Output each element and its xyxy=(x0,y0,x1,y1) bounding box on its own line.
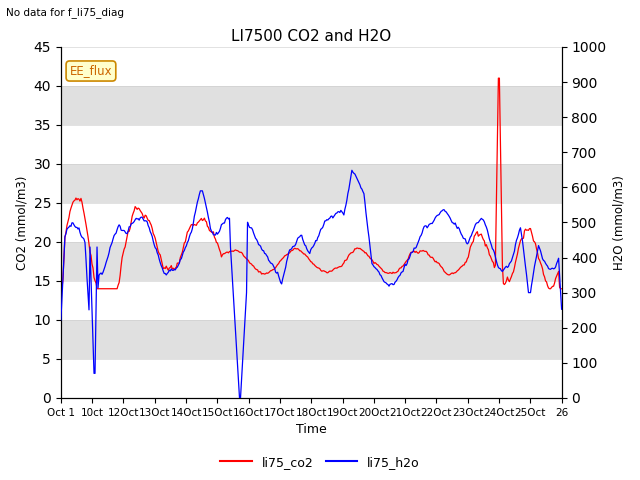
Y-axis label: H2O (mmol/m3): H2O (mmol/m3) xyxy=(612,175,625,270)
Text: No data for f_li75_diag: No data for f_li75_diag xyxy=(6,7,124,18)
Bar xyxy=(61,242,561,281)
Bar xyxy=(61,164,561,203)
Title: LI7500 CO2 and H2O: LI7500 CO2 and H2O xyxy=(231,29,392,44)
Text: EE_flux: EE_flux xyxy=(70,64,112,77)
Bar xyxy=(61,86,561,125)
X-axis label: Time: Time xyxy=(296,423,326,436)
Legend: li75_co2, li75_h2o: li75_co2, li75_h2o xyxy=(215,451,425,474)
Bar xyxy=(61,320,561,359)
Y-axis label: CO2 (mmol/m3): CO2 (mmol/m3) xyxy=(15,175,28,270)
